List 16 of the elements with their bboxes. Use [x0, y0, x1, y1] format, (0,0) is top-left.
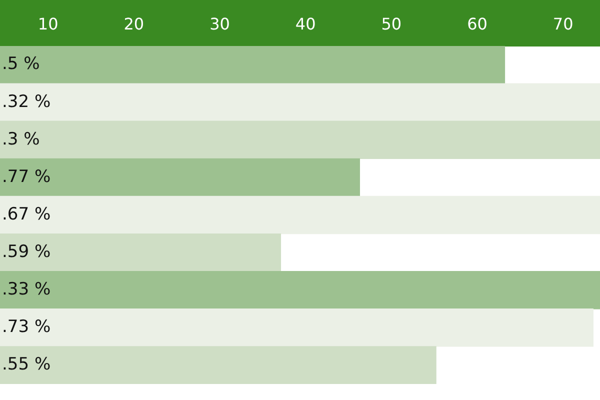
- annotation: .73 %: [2, 317, 51, 338]
- x-tick-label: 40: [295, 14, 316, 34]
- annotation: .3 %: [2, 129, 40, 150]
- annotation: .33 %: [2, 280, 51, 300]
- annotation: .59 %: [2, 242, 51, 262]
- annotation: .5 %: [2, 54, 40, 74]
- x-tick-label: 50: [381, 14, 402, 34]
- x-tick-label: 60: [467, 14, 488, 34]
- annotation: .32 %: [2, 92, 51, 112]
- x-tick-label: 30: [210, 14, 230, 34]
- annotation: .77 %: [2, 166, 51, 187]
- annotation: .55 %: [2, 354, 51, 375]
- x-tick-label: 10: [38, 14, 58, 34]
- x-tick-label: 20: [124, 14, 144, 34]
- annotation: .67 %: [2, 204, 51, 224]
- x-tick-label: 70: [552, 14, 574, 34]
